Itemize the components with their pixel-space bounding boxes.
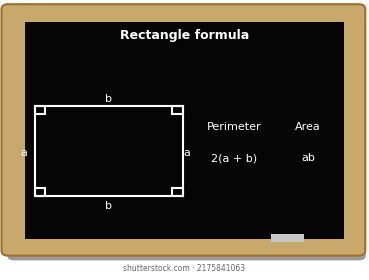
FancyBboxPatch shape (7, 11, 366, 260)
Bar (35, 106, 183, 196)
Bar (172, 106, 183, 114)
Bar (35, 106, 45, 114)
Text: b: b (106, 94, 112, 104)
Bar (35, 188, 45, 196)
Text: Rectangle formula: Rectangle formula (120, 29, 249, 42)
Text: a: a (21, 148, 27, 158)
Text: b: b (106, 201, 112, 211)
Text: 2(a + b): 2(a + b) (211, 153, 258, 163)
FancyBboxPatch shape (1, 4, 365, 256)
Text: Area: Area (295, 122, 321, 132)
Bar (271, 234, 304, 242)
Text: ab: ab (301, 153, 315, 163)
FancyBboxPatch shape (25, 22, 344, 239)
Text: a: a (183, 148, 190, 158)
Text: Perimeter: Perimeter (207, 122, 262, 132)
Text: shutterstock.com · 2175841063: shutterstock.com · 2175841063 (124, 264, 245, 273)
Bar (172, 188, 183, 196)
